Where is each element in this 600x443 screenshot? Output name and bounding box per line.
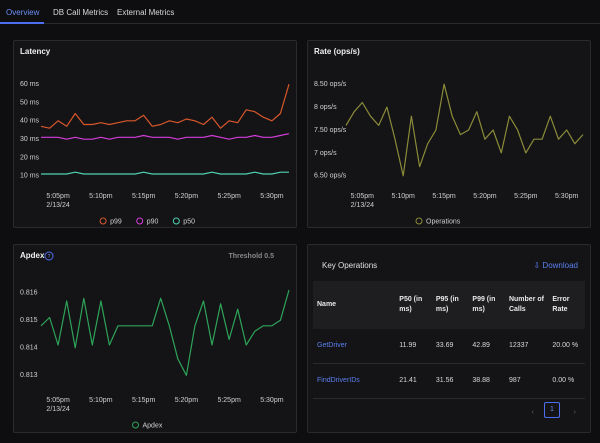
cell: 0.00 % <box>548 363 585 399</box>
chart-title: Apdex <box>20 251 45 260</box>
series-line <box>40 84 290 129</box>
x-tick-label: 5:30pm <box>260 193 284 200</box>
chart: Rate (ops/s) 6.50 ops/s 7 ops/s 7.50 ops/s 8… <box>314 47 584 225</box>
chart: Latency 10 ms 20 ms 30 ms 40 ms 50 ms 60 ms 5:0… <box>20 47 290 225</box>
x-date-label: 2/13/24 <box>46 202 69 209</box>
x-tick-label: 5:20pm <box>175 397 199 404</box>
y-tick-label: 50 ms <box>20 99 40 106</box>
threshold-label: Threshold 0.5 <box>228 253 274 260</box>
y-tick-label: 7.50 ops/s <box>314 127 347 134</box>
cell: 12337 <box>504 329 549 364</box>
tab[interactable]: DB Call Metrics <box>53 8 109 17</box>
y-tick-label: 0.816 <box>20 290 38 297</box>
x-tick-label: 5:25pm <box>217 193 241 200</box>
cell: 11.99 <box>395 329 432 364</box>
table-row: FindDriverIDs 21.41 31.56 38.88 987 0.00… <box>313 363 585 399</box>
x-tick-label: 5:15pm <box>132 193 156 200</box>
x-tick-label: 5:10pm <box>89 193 113 200</box>
cell: 21.41 <box>395 363 432 399</box>
legend-label: Operations <box>426 218 461 225</box>
column-header[interactable]: Number of Calls <box>504 281 549 329</box>
table-title: Key Operations <box>322 261 378 270</box>
cell: 987 <box>504 363 549 399</box>
prev-page[interactable]: ‹ <box>531 407 534 416</box>
x-tick-label: 5:20pm <box>175 193 199 200</box>
y-tick-label: 0.814 <box>20 345 38 352</box>
cell: 42.89 <box>468 329 505 364</box>
legend-marker <box>99 217 107 225</box>
y-tick-label: 0.815 <box>20 317 38 324</box>
series-line <box>345 83 584 177</box>
tab-bar: Overview DB Call Metrics External Metric… <box>0 0 600 24</box>
series-line <box>41 133 290 140</box>
help-icon[interactable] <box>44 251 54 261</box>
column-header[interactable]: P50 (in ms) <box>395 281 432 329</box>
column-header[interactable]: P95 (in ms) <box>431 281 469 329</box>
x-tick-label: 5:20pm <box>473 193 497 200</box>
y-tick-label: 0.813 <box>20 372 38 379</box>
page-button[interactable]: 1 <box>544 402 560 418</box>
column-header[interactable]: P99 (in ms) <box>468 281 505 329</box>
column-header[interactable]: Name <box>313 281 396 329</box>
tab-indicator <box>0 22 44 24</box>
legend-marker <box>172 217 180 225</box>
y-tick-label: 20 ms <box>20 154 40 161</box>
chart-title: Rate (ops/s) <box>314 47 360 56</box>
cell: 31.56 <box>431 363 469 399</box>
y-tick-label: 60 ms <box>20 81 40 88</box>
x-date-label: 2/13/24 <box>351 202 374 209</box>
y-tick-label: 7 ops/s <box>314 150 337 157</box>
help-icon[interactable]: ? <box>48 254 51 260</box>
legend-label: Apdex <box>143 422 163 429</box>
x-tick-label: 5:25pm <box>514 193 538 200</box>
table-row: GetDriver 11.99 33.69 42.89 12337 20.00 … <box>313 329 585 364</box>
chart: ? Apdex Threshold 0.5 0.813 0.814 0.815 0.816… <box>20 251 290 429</box>
x-tick-label: 5:30pm <box>555 193 579 200</box>
y-tick-label: 8.50 ops/s <box>314 81 347 88</box>
series-line <box>40 289 290 376</box>
tab[interactable]: Overview <box>6 8 40 17</box>
cell: 33.69 <box>431 329 469 364</box>
operation-link[interactable]: FindDriverIDs <box>313 363 396 399</box>
x-tick-label: 5:10pm <box>89 397 113 404</box>
x-tick-label: 5:25pm <box>217 397 241 404</box>
latency-panel: Latency 10 ms 20 ms 30 ms 40 ms 50 ms 60 ms 5:0… <box>13 40 297 228</box>
legend-marker <box>132 421 139 429</box>
key-operations-panel: Key Operations ⇩ Download Name P50 (in m… <box>307 244 591 433</box>
series-line <box>41 171 289 175</box>
operation-link[interactable]: GetDriver <box>313 329 396 364</box>
x-date-label: 2/13/24 <box>46 406 69 413</box>
next-page[interactable]: › <box>573 407 576 416</box>
rate-panel: Rate (ops/s) 6.50 ops/s 7 ops/s 7.50 ops/s 8… <box>307 40 591 228</box>
table: Name P50 (in ms) P95 (in ms) P99 (in ms)… <box>313 281 585 399</box>
legend-marker <box>136 217 144 225</box>
download-link[interactable]: ⇩ Download <box>533 261 578 270</box>
x-tick-label: 5:15pm <box>432 193 456 200</box>
x-tick-label: 5:05pm <box>351 193 375 200</box>
column-header[interactable]: Error Rate <box>548 281 585 329</box>
apdex-panel: ? Apdex Threshold 0.5 0.813 0.814 0.815 0.816… <box>13 244 297 433</box>
download-label[interactable]: Download <box>542 261 578 270</box>
legend-label: p50 <box>183 218 195 225</box>
y-tick-label: 30 ms <box>20 136 40 143</box>
cell: 38.88 <box>468 363 505 399</box>
x-tick-label: 5:05pm <box>46 397 70 404</box>
y-tick-label: 10 ms <box>20 173 40 180</box>
x-tick-label: 5:10pm <box>392 193 416 200</box>
y-tick-label: 6.50 ops/s <box>314 173 347 180</box>
x-tick-label: 5:05pm <box>46 193 70 200</box>
y-tick-label: 8 ops/s <box>314 104 337 111</box>
x-tick-label: 5:30pm <box>260 397 284 404</box>
legend-marker <box>415 217 423 225</box>
legend-label: p99 <box>110 218 122 225</box>
y-tick-label: 40 ms <box>20 118 40 125</box>
cell: 20.00 % <box>548 329 585 364</box>
chart-title: Latency <box>20 47 51 56</box>
x-tick-label: 5:15pm <box>132 397 156 404</box>
tab[interactable]: External Metrics <box>117 8 175 17</box>
legend-label: p90 <box>147 218 159 225</box>
